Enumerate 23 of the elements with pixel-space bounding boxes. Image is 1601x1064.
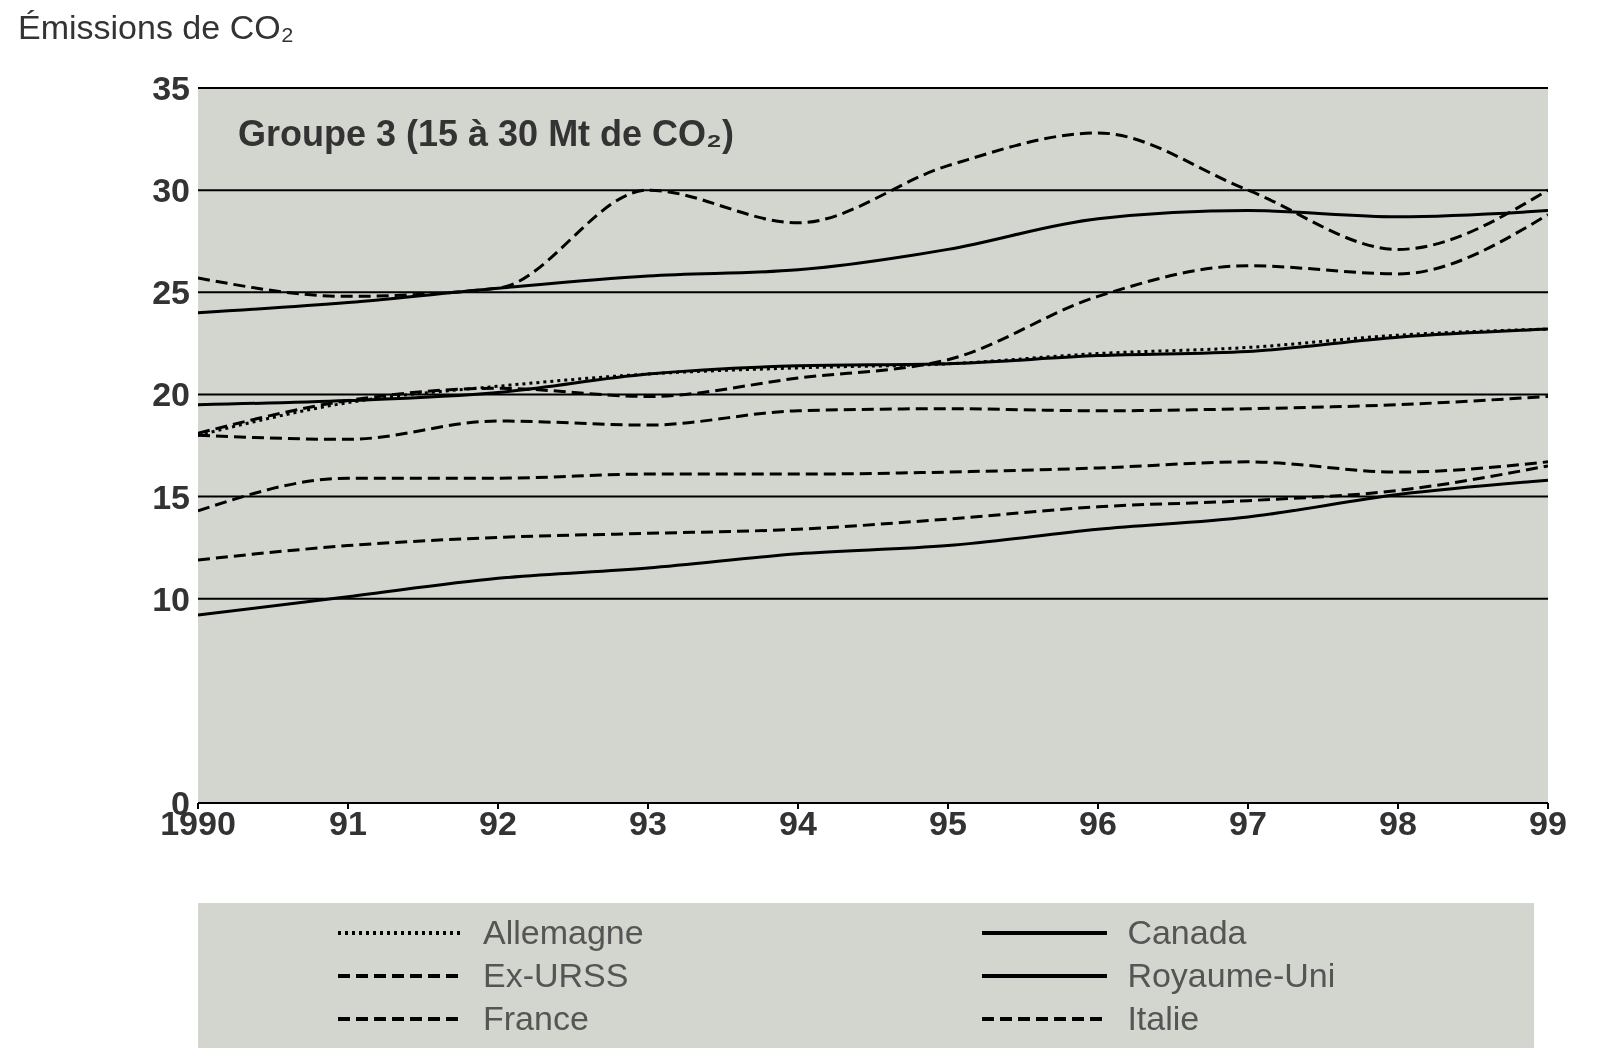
legend-label: Royaume-Uni [1127,956,1336,995]
x-tick-label: 97 [1229,804,1267,843]
x-tick-label: 96 [1079,804,1117,843]
x-tick-label: 99 [1529,804,1567,843]
x-tick-label: 93 [629,804,667,843]
legend-label: Allemagne [483,913,644,952]
legend-label: Ex-URSS [483,956,629,995]
x-tick-label: 98 [1379,804,1417,843]
legend-label: France [483,999,589,1038]
y-tick-label: 30 [152,171,190,210]
legend-label: Canada [1127,913,1247,952]
x-tick-label: 92 [479,804,517,843]
y-tick-label: 25 [152,273,190,312]
y-tick-label: 15 [152,477,190,516]
legend-label: Italie [1127,999,1200,1038]
y-axis-title: Émissions de CO₂ [18,8,295,48]
x-tick-label: 91 [329,804,367,843]
x-tick-label: 94 [779,804,817,843]
y-tick-label: 35 [152,69,190,108]
x-tick-label: 95 [929,804,967,843]
y-tick-label: 10 [152,579,190,618]
y-tick-label: 20 [152,375,190,414]
annotation: Groupe 3 (15 à 30 Mt de CO₂) [238,113,735,155]
